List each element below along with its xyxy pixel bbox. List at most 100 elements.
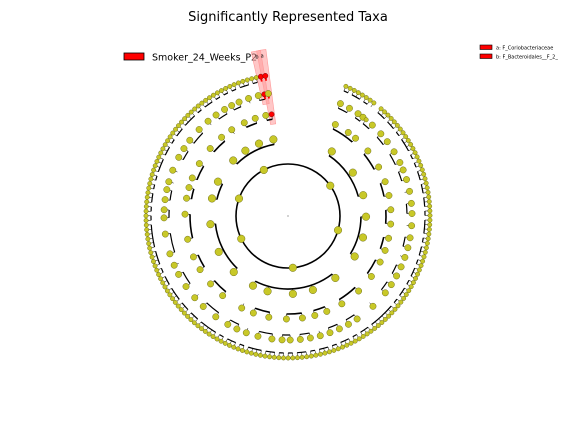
tree-node (161, 230, 169, 238)
leaf-node (162, 284, 168, 290)
tree-node (283, 315, 290, 323)
tree-node (224, 321, 232, 328)
leaf-node (148, 176, 154, 182)
tree-arc (157, 158, 164, 172)
leaf-node (143, 222, 149, 228)
tree-node (212, 313, 220, 321)
clade-legend-label-b: b: F_Bacteroidales__F_2_ (496, 55, 558, 61)
leaf-node (425, 236, 431, 242)
leaf-node (424, 185, 430, 191)
tree-node (327, 147, 336, 156)
leaf-node (379, 320, 385, 325)
tree-node (376, 258, 384, 266)
leaf-node (178, 307, 184, 313)
tree-arc (190, 188, 195, 200)
tree-arc (231, 88, 237, 92)
tree-node (296, 335, 304, 343)
tree-arc (266, 118, 273, 122)
tree-node (188, 174, 196, 182)
leaf-node (195, 103, 201, 109)
leaf-node (143, 208, 149, 214)
tree-node (338, 300, 346, 308)
tree-node (399, 166, 407, 174)
leaf-node (318, 351, 323, 357)
leaf-node (144, 194, 150, 200)
tree-node (375, 163, 383, 171)
tree-node (345, 320, 352, 328)
leaf-node (158, 150, 164, 156)
tree-node (406, 187, 413, 195)
tree-node (161, 196, 169, 204)
tree-arc (349, 216, 362, 255)
leaf-node (210, 92, 216, 98)
leaf-node (151, 167, 157, 173)
tree-node (288, 289, 297, 298)
tree-arc (380, 281, 388, 291)
leaf-node (388, 116, 394, 121)
tree-node (259, 165, 268, 174)
tree-arc (164, 146, 171, 156)
tree-node (268, 335, 276, 343)
leaf-node (391, 119, 397, 125)
leaf-node (154, 267, 160, 273)
leaf-node (253, 351, 259, 357)
tree-node (165, 178, 173, 186)
leaf-node (144, 227, 150, 233)
leaf-node (395, 303, 401, 309)
leaf-node (145, 190, 151, 196)
tree-node (381, 289, 389, 297)
clade-shade-a (256, 49, 277, 125)
leaf-node (299, 354, 305, 360)
tree-node (334, 226, 343, 235)
tree-arc (218, 113, 228, 120)
leaf-node (156, 154, 162, 160)
tree-arc (338, 286, 356, 301)
leaf-node (411, 280, 416, 285)
tree-node (175, 153, 183, 161)
tree-node (265, 313, 273, 321)
leaf-node (313, 352, 319, 358)
tree-node (254, 92, 262, 100)
tree-node (185, 184, 193, 191)
leaf-node (175, 303, 181, 309)
leaf-node (327, 349, 332, 355)
tree-arc (206, 302, 220, 314)
tree-arc (299, 332, 310, 336)
tree-node (207, 280, 214, 288)
leaf-node (206, 331, 212, 337)
clade-legend-swatch-a (479, 44, 493, 50)
leaf-node (290, 355, 296, 361)
tree-arc (259, 330, 273, 335)
tree-node (407, 199, 415, 207)
tree-node (254, 139, 263, 148)
leaf-node (385, 112, 391, 118)
leaf-node (214, 336, 220, 342)
tree-node (368, 121, 376, 129)
tree-node (326, 181, 335, 190)
tree-node (221, 106, 228, 113)
leaf-node (170, 296, 175, 302)
leaf-node (355, 90, 361, 96)
tree-arc (354, 117, 361, 122)
tree-arc (343, 90, 349, 94)
tree-arc (223, 92, 229, 96)
tree-node (199, 303, 207, 310)
tree-node (196, 266, 204, 274)
tree-arc (376, 136, 384, 146)
tree-arc (246, 122, 258, 129)
leaf-node (144, 199, 150, 205)
tree-node (183, 194, 190, 202)
leaf-node (304, 354, 310, 360)
leaf-node (144, 231, 150, 237)
leaf-node (253, 75, 259, 80)
leaf-node (257, 73, 264, 80)
leaf-node (367, 97, 373, 103)
tree-node (233, 325, 241, 333)
leaf-node (218, 338, 224, 344)
tree-node (191, 294, 199, 302)
tree-arc (160, 268, 164, 273)
tree-arc (338, 107, 348, 114)
tree-node (264, 90, 272, 97)
tree-arc (379, 183, 385, 197)
